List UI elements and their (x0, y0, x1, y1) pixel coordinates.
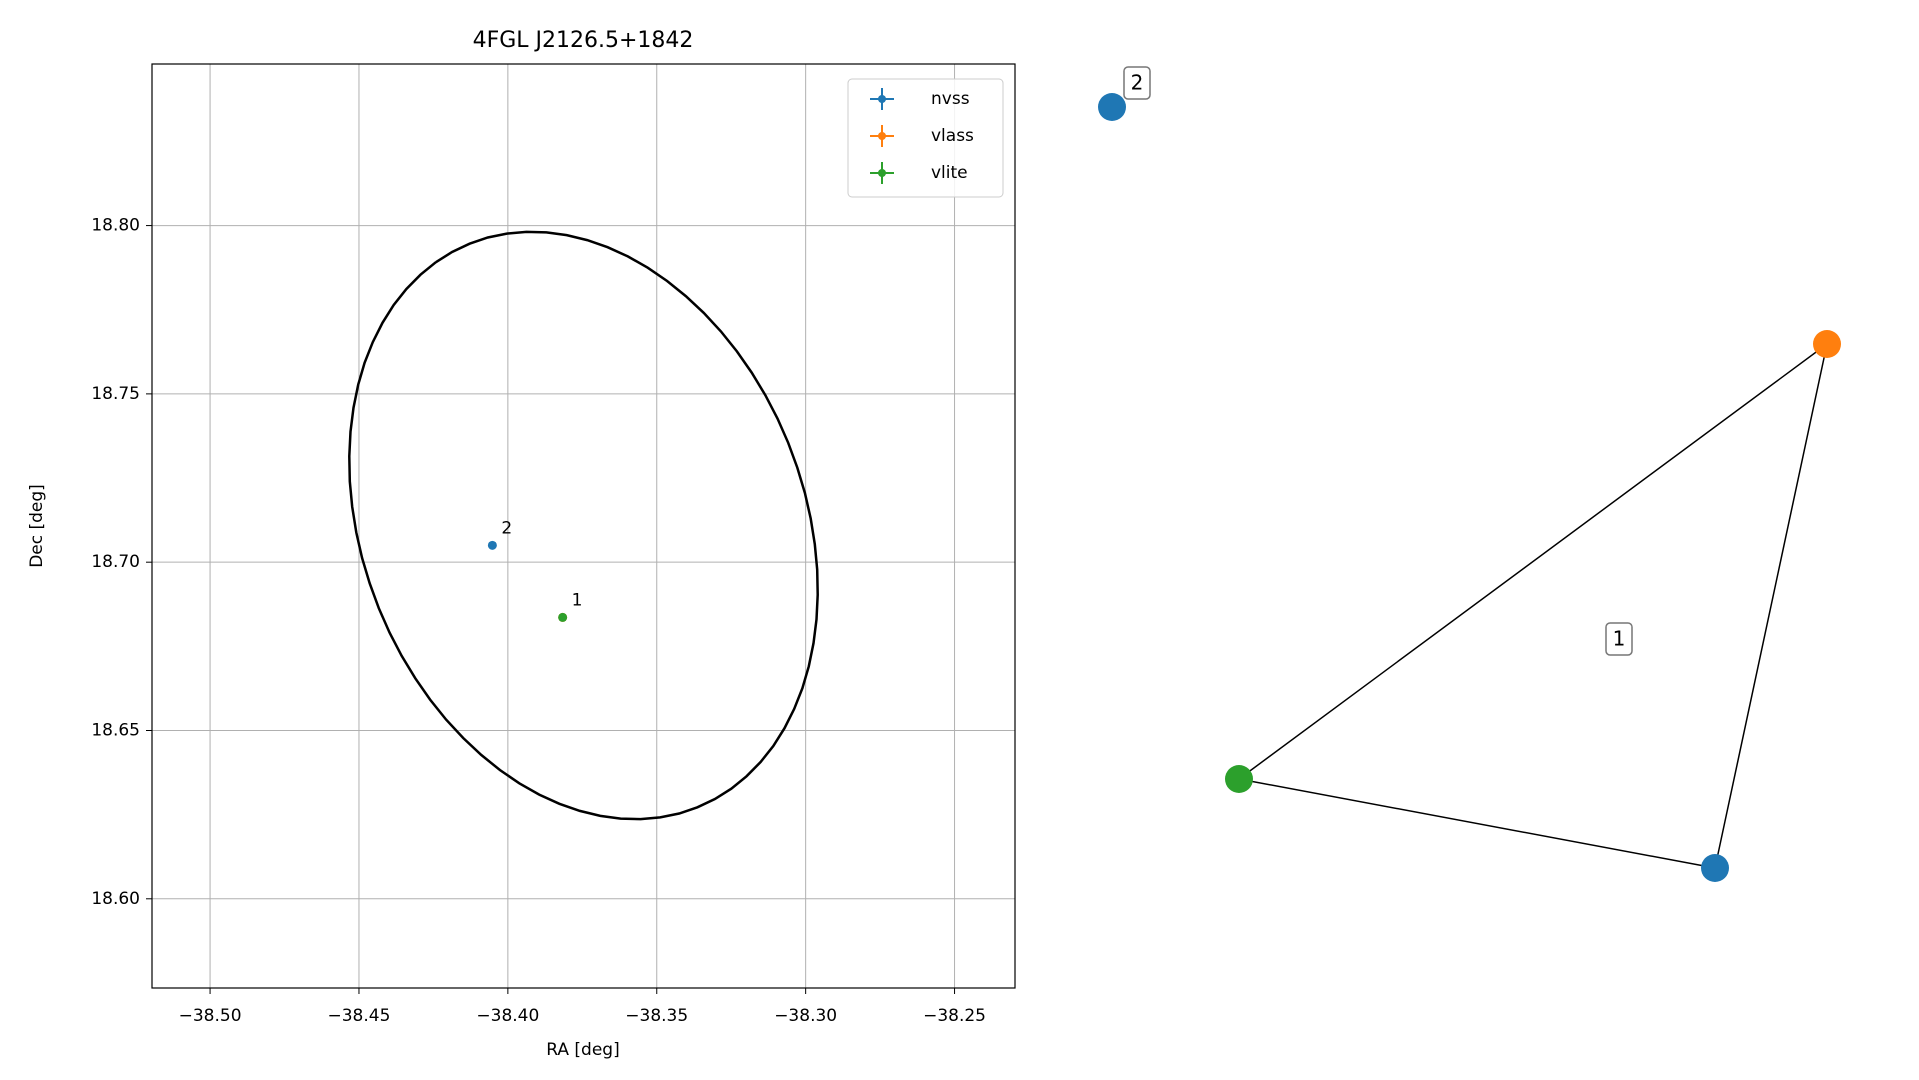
graph-edge (1238, 778, 1716, 869)
x-tick-label: −38.40 (476, 1006, 539, 1026)
plot-frame (151, 63, 1016, 989)
legend-label: vlass (931, 126, 974, 146)
point-annotation: 1 (572, 590, 583, 610)
group-label: 1 (1613, 627, 1626, 651)
x-tick-label: −38.50 (179, 1006, 242, 1026)
legend-entry: vlass (870, 125, 974, 147)
graph-edge (1238, 343, 1828, 780)
legend-entry: vlite (870, 162, 968, 184)
x-axis-label: RA [deg] (546, 1040, 619, 1060)
group-label: 2 (1131, 71, 1144, 95)
y-axis-label: Dec [deg] (27, 484, 47, 568)
legend-entry: nvss (870, 88, 970, 110)
y-tick-label: 18.60 (91, 889, 140, 909)
y-tick-label: 18.80 (91, 216, 140, 236)
x-tick-label: −38.45 (328, 1006, 391, 1026)
graph-edge (1714, 343, 1828, 869)
graph-node (1701, 854, 1729, 882)
point-annotation: 2 (501, 518, 512, 538)
group-label-box (1605, 622, 1633, 656)
chart-title: 4FGL J2126.5+1842 (473, 28, 694, 53)
x-tick-label: −38.35 (625, 1006, 688, 1026)
y-tick-label: 18.65 (91, 720, 140, 740)
x-tick-label: −38.25 (923, 1006, 986, 1026)
legend-box (847, 78, 1004, 198)
x-tick-label: −38.30 (774, 1006, 837, 1026)
group-label-box (1123, 66, 1151, 100)
legend-marker (878, 95, 886, 103)
graph-node (1225, 765, 1253, 793)
y-tick-label: 18.70 (91, 552, 140, 572)
legend-marker (878, 132, 886, 140)
legend-label: nvss (931, 89, 970, 109)
graph-node (1098, 93, 1126, 121)
localization-ellipse (348, 230, 819, 821)
graph-node (1813, 330, 1841, 358)
data-point (558, 612, 568, 622)
legend-label: vlite (931, 163, 968, 183)
data-point (487, 540, 497, 550)
y-tick-label: 18.75 (91, 384, 140, 404)
legend-marker (878, 169, 886, 177)
